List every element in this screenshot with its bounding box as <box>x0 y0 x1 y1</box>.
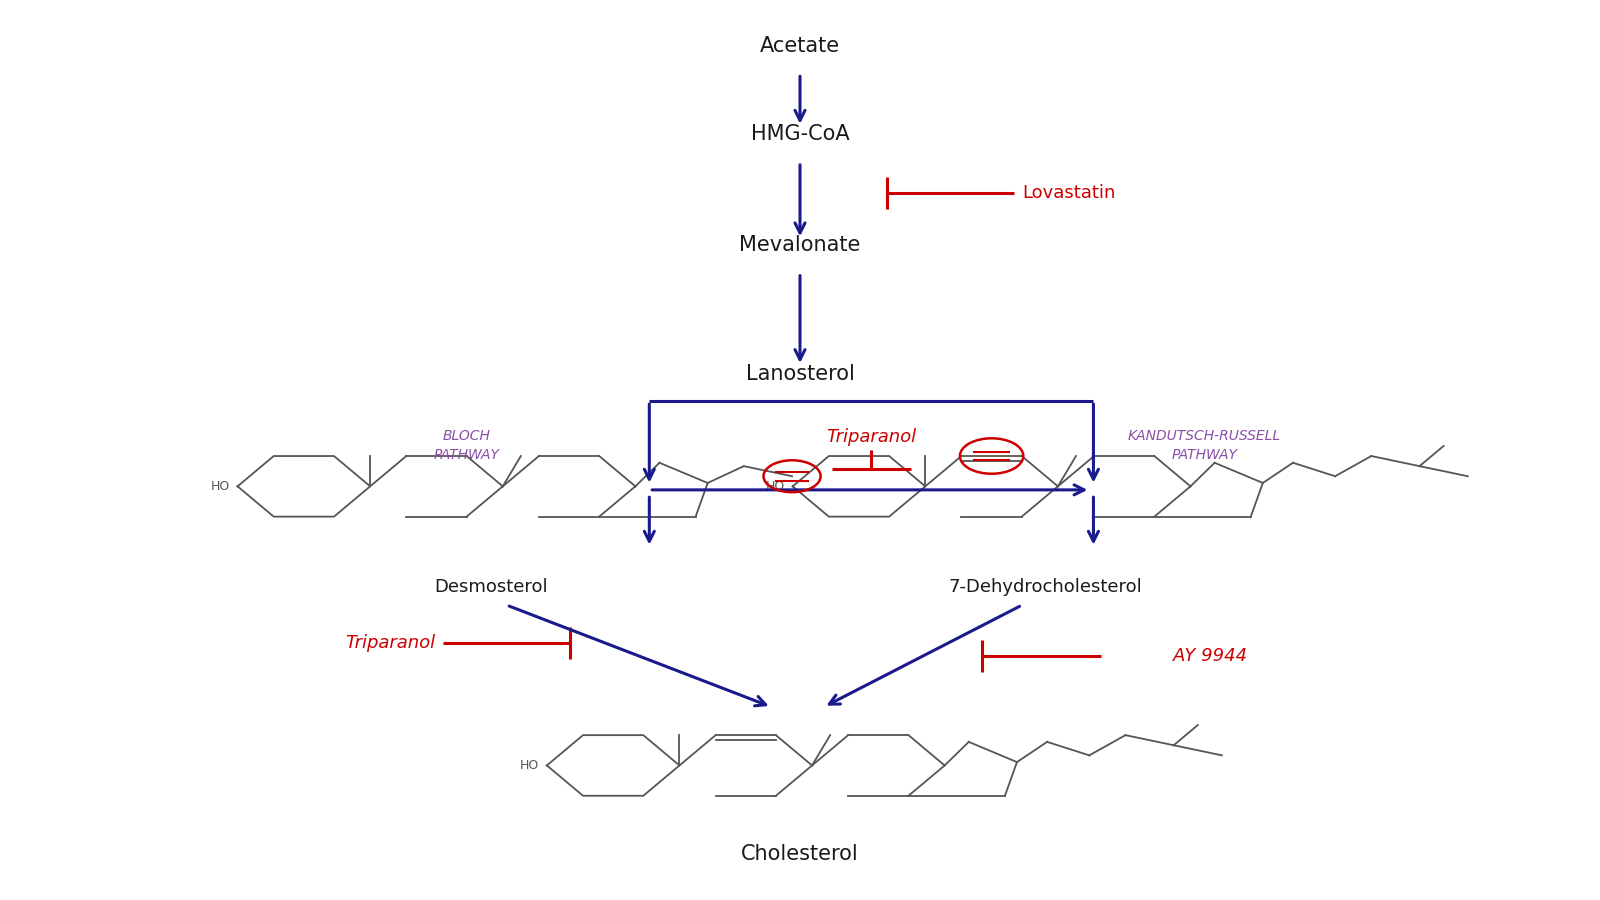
Text: HO: HO <box>210 480 230 493</box>
Text: Lanosterol: Lanosterol <box>746 364 854 383</box>
Text: Cholesterol: Cholesterol <box>741 844 859 864</box>
Text: Lovastatin: Lovastatin <box>1022 184 1115 202</box>
Text: BLOCH
PATHWAY: BLOCH PATHWAY <box>434 429 499 462</box>
Text: Mevalonate: Mevalonate <box>739 235 861 255</box>
Text: Triparanol: Triparanol <box>826 428 917 446</box>
Text: HO: HO <box>520 759 539 772</box>
Text: HMG-CoA: HMG-CoA <box>750 124 850 144</box>
Text: Desmosterol: Desmosterol <box>434 579 547 597</box>
Text: 7-Dehydrocholesterol: 7-Dehydrocholesterol <box>949 579 1142 597</box>
Text: HO: HO <box>765 480 784 493</box>
Text: Acetate: Acetate <box>760 36 840 56</box>
Text: KANDUTSCH-RUSSELL
PATHWAY: KANDUTSCH-RUSSELL PATHWAY <box>1128 429 1282 462</box>
Text: Triparanol: Triparanol <box>346 634 435 652</box>
Text: AY 9944: AY 9944 <box>1173 646 1248 664</box>
